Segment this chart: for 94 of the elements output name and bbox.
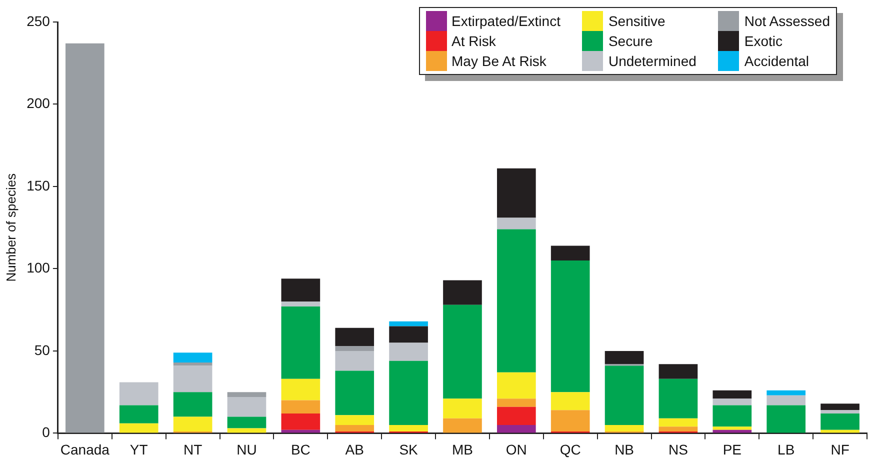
bar (712, 390, 752, 399)
bar (281, 302, 320, 307)
bar (497, 424, 536, 433)
bar (658, 378, 698, 418)
bar (497, 229, 536, 372)
y-tick-label: 200 (26, 95, 50, 112)
bar (550, 246, 590, 260)
bar (389, 321, 428, 326)
bar (604, 424, 644, 432)
bar (820, 430, 860, 433)
bar (173, 416, 212, 432)
bar (227, 397, 266, 417)
bar (658, 364, 698, 379)
bar (227, 392, 266, 398)
bar (66, 43, 104, 433)
bar (550, 410, 590, 432)
x-tick-label: Canada (60, 441, 110, 458)
y-tick-label: 0 (42, 424, 50, 440)
bar (497, 406, 536, 425)
bar (173, 352, 212, 362)
legend-label: At Risk (452, 33, 496, 49)
x-tick-label: QC (560, 441, 581, 458)
bar (820, 413, 860, 430)
y-tick-label: 150 (26, 177, 50, 194)
bar (497, 218, 536, 230)
bar (119, 382, 158, 406)
bar (712, 398, 752, 406)
bar (712, 426, 752, 430)
bar (335, 346, 374, 351)
bar (497, 168, 536, 218)
x-tick-label: BC (290, 441, 310, 458)
y-tick-label: 50 (34, 342, 50, 358)
bar (550, 260, 590, 392)
bar (281, 413, 320, 430)
bar (550, 392, 590, 410)
bar (173, 362, 212, 366)
bar (658, 426, 698, 432)
y-tick-label: 250 (26, 12, 50, 29)
legend-label: May Be At Risk (452, 53, 546, 69)
x-tick-label: PE (722, 441, 742, 458)
bar (443, 280, 482, 305)
x-tick-label: AB (345, 441, 364, 458)
bar (173, 392, 212, 417)
bar (281, 378, 320, 400)
legend-label: Accidental (744, 53, 809, 69)
x-tick-label: NF (830, 441, 850, 458)
bar (712, 430, 752, 433)
legend-label: Not Assessed (744, 13, 830, 29)
bar (281, 306, 320, 379)
x-tick-label: NT (183, 441, 203, 458)
bar (766, 405, 806, 433)
bar (443, 398, 482, 418)
bar (281, 400, 320, 414)
legend-label: Sensitive (608, 13, 666, 29)
bar (389, 360, 428, 425)
bar (389, 342, 428, 361)
y-tick-label: 100 (26, 260, 50, 276)
legend-label: Secure (608, 33, 653, 49)
legend-label: Exotic (744, 33, 783, 49)
x-tick-label: SK (399, 441, 419, 458)
legend-label: Extirpated/Extinct (452, 13, 560, 29)
bar (766, 390, 806, 396)
bar (658, 418, 698, 427)
bar (497, 398, 536, 407)
bar (604, 350, 644, 364)
bar (335, 370, 374, 416)
bar (335, 328, 374, 346)
bar (281, 278, 320, 302)
x-tick-label: NS (668, 441, 688, 458)
x-tick-label: NU (236, 441, 257, 458)
bar (712, 405, 752, 427)
bar (820, 410, 860, 414)
bar (766, 395, 806, 406)
bar (604, 366, 644, 425)
bar (173, 366, 212, 392)
bar (335, 424, 374, 432)
bar (119, 405, 158, 424)
bar (227, 416, 266, 428)
legend-label: Undetermined (608, 53, 696, 69)
x-tick-label: ON (506, 441, 527, 458)
bar (335, 350, 374, 371)
x-tick-label: NB (614, 441, 634, 458)
bar (497, 372, 536, 399)
bar (389, 326, 428, 343)
bar (443, 418, 482, 433)
bar (335, 415, 374, 425)
bar (389, 424, 428, 432)
x-tick-label: MB (452, 441, 473, 458)
x-tick-label: LB (778, 441, 795, 458)
bar (443, 304, 482, 399)
y-axis-title: Number of species (3, 172, 18, 282)
x-tick-label: YT (130, 441, 148, 458)
bar (119, 423, 158, 433)
bar (820, 404, 860, 410)
